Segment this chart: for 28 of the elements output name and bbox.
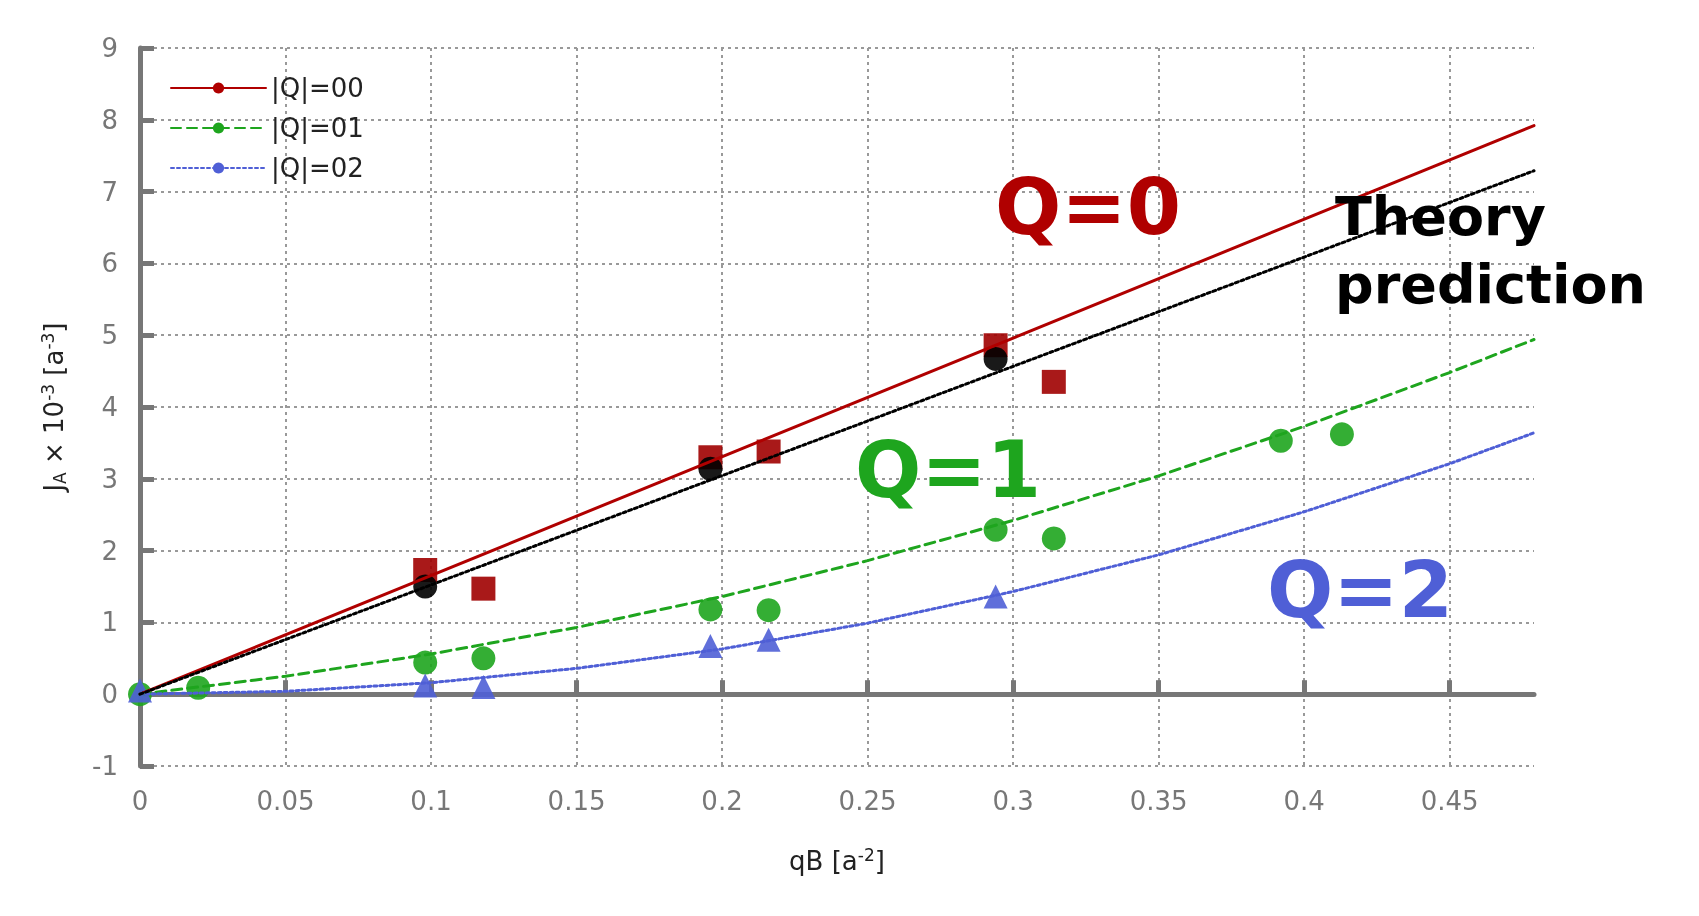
y-tick-label: 2 bbox=[101, 535, 118, 566]
annotation: Q=0 bbox=[995, 162, 1181, 252]
y-tick-label: 8 bbox=[101, 104, 118, 135]
legend-label: |Q|=02 bbox=[271, 153, 364, 184]
y-axis-title: JA × 10-3 [a-3] bbox=[37, 322, 70, 494]
y-tick-label: -1 bbox=[92, 751, 118, 781]
y-tick-label: 1 bbox=[101, 607, 118, 638]
y-tick-label: 7 bbox=[101, 176, 118, 207]
x-tick-label: 0.1 bbox=[410, 786, 452, 816]
x-tick-label: 0.2 bbox=[701, 786, 743, 816]
x-tick-label: 0 bbox=[131, 786, 149, 816]
annotation: Q=2 bbox=[1267, 545, 1453, 635]
x-tick-label: 0.05 bbox=[256, 786, 315, 816]
legend-label: |Q|=01 bbox=[271, 113, 364, 144]
annotation: Q=1 bbox=[855, 425, 1041, 515]
x-tick-label: 0.3 bbox=[992, 786, 1034, 816]
legend-label: |Q|=00 bbox=[271, 73, 364, 104]
x-tick-label: 0.35 bbox=[1129, 786, 1188, 816]
x-tick-label: 0.15 bbox=[547, 786, 606, 816]
x-tick-label: 0.4 bbox=[1283, 786, 1325, 816]
y-tick-label: 0 bbox=[101, 679, 118, 710]
y-tick-label: 9 bbox=[101, 33, 118, 63]
x-tick-label: 0.45 bbox=[1420, 786, 1479, 816]
y-tick-label: 5 bbox=[101, 320, 118, 351]
y-tick-label: 3 bbox=[101, 463, 118, 494]
x-tick-label: 0.25 bbox=[838, 786, 897, 816]
y-tick-label: 6 bbox=[101, 248, 118, 279]
y-tick-label: 4 bbox=[101, 392, 118, 422]
